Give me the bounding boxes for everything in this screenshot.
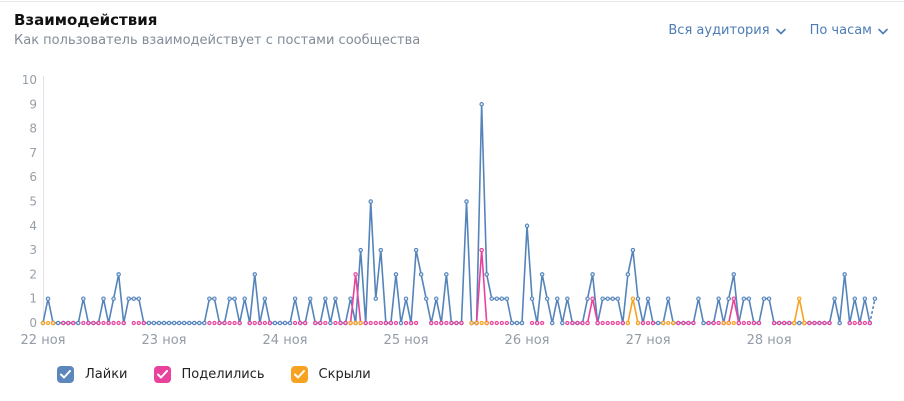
check-icon: [60, 370, 71, 379]
granularity-dropdown[interactable]: По часам: [810, 23, 888, 38]
header-controls: Вся аудитория По часам: [668, 23, 888, 38]
checkbox-checked-icon[interactable]: [290, 366, 308, 383]
series-likes: [40, 102, 878, 326]
chevron-down-icon: [878, 28, 888, 35]
y-tick-label: 4: [29, 219, 37, 233]
legend-item-shares[interactable]: Поделились: [153, 366, 265, 383]
x-tick-label: 26 ноя: [505, 333, 550, 348]
checkbox-checked-icon[interactable]: [153, 366, 171, 383]
legend-label-likes: Лайки: [85, 367, 128, 382]
page-title: Взаимодействия: [14, 11, 158, 29]
y-tick-label: 7: [29, 146, 37, 160]
y-tick-label: 3: [29, 243, 37, 257]
x-tick-label: 28 ноя: [747, 333, 792, 348]
chevron-down-icon: [775, 28, 786, 35]
x-tick-label: 24 ноя: [263, 333, 308, 348]
y-tick-label: 2: [29, 267, 37, 281]
y-tick-label: 6: [29, 170, 37, 184]
audience-dropdown-label: Вся аудитория: [668, 23, 770, 38]
y-tick-label: 8: [29, 122, 37, 136]
checkbox-checked-icon[interactable]: [57, 366, 74, 383]
card-top-border: [0, 1, 904, 2]
audience-dropdown[interactable]: Вся аудитория: [668, 23, 786, 38]
check-icon: [156, 370, 168, 379]
legend-label-shares: Поделились: [181, 367, 265, 382]
chart-header: Взаимодействия Как пользователь взаимоде…: [0, 0, 904, 60]
y-tick-label: 1: [29, 292, 37, 306]
y-tick-label: 10: [22, 73, 37, 87]
x-tick-label: 25 ноя: [384, 333, 429, 348]
legend-item-hides[interactable]: Скрыли: [290, 366, 371, 383]
x-tick-label: 23 ноя: [142, 333, 187, 348]
legend-item-likes[interactable]: Лайки: [57, 366, 128, 383]
x-tick-label: 27 ноя: [626, 333, 671, 348]
check-icon: [293, 370, 305, 379]
interactions-chart: 0 1 2 3 4 5 6 7 8 9 10 22 ноя 23 ноя 24 ноя 25 ноя 26 н…: [21, 73, 878, 348]
chart-legend: Лайки Поделились Скрыли: [57, 366, 371, 383]
y-tick-label: 9: [29, 97, 37, 111]
granularity-dropdown-label: По часам: [809, 23, 872, 38]
y-tick-label: 5: [29, 195, 37, 209]
y-tick-label: 0: [29, 316, 37, 330]
series-shares: [61, 247, 873, 326]
x-tick-label: 22 ноя: [21, 333, 66, 348]
page-subtitle: Как пользователь взаимодействует с поста…: [14, 33, 421, 48]
legend-label-hides: Скрыли: [318, 367, 371, 382]
series-hides: [40, 296, 807, 326]
